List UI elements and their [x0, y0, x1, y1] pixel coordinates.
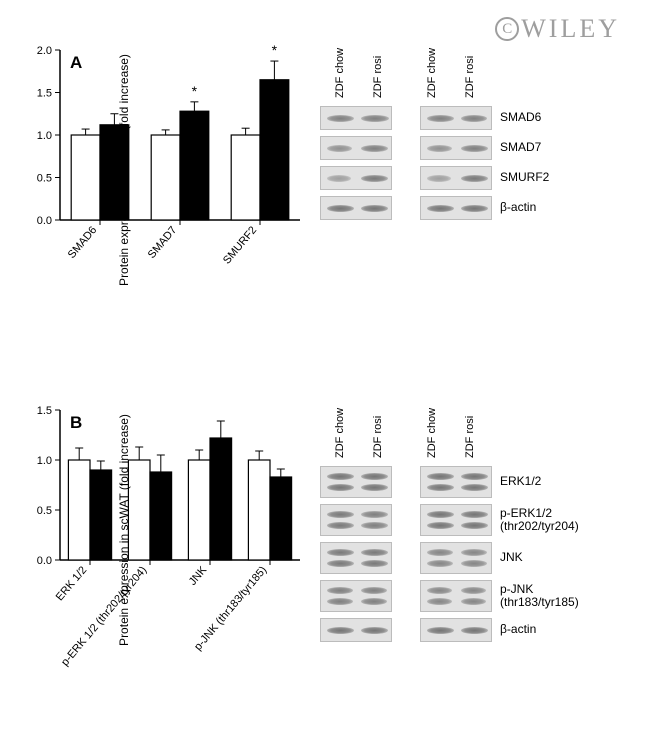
svg-text:1.5: 1.5: [37, 88, 52, 100]
lane-header: ZDF chow: [426, 424, 438, 458]
blot-image: [320, 580, 392, 612]
blot-label: SMAD7: [500, 141, 541, 154]
blot-label: SMURF2: [500, 171, 549, 184]
svg-text:1.5: 1.5: [37, 405, 52, 417]
blot-image: [420, 466, 492, 498]
blot-image: [320, 504, 392, 536]
blot-row: β-actin: [320, 618, 640, 642]
lane-headers-b: ZDF chow ZDF rosi ZDF chow ZDF rosi: [320, 410, 640, 460]
blot-label: ERK1/2: [500, 475, 541, 488]
blot-row: p-ERK1/2(thr202/tyr204): [320, 504, 640, 536]
blot-image: [420, 106, 492, 130]
svg-text:0.5: 0.5: [37, 173, 52, 185]
blot-row: SMAD7: [320, 136, 640, 160]
svg-text:A: A: [70, 53, 82, 72]
blot-image: [320, 618, 392, 642]
lane-header: ZDF chow: [334, 424, 346, 458]
blot-row: SMURF2: [320, 166, 640, 190]
blot-label: JNK: [500, 551, 523, 564]
blot-label: p-JNK(thr183/tyr185): [500, 583, 579, 609]
svg-text:1.0: 1.0: [37, 130, 52, 142]
blot-label: p-ERK1/2(thr202/tyr204): [500, 507, 579, 533]
blot-label: β-actin: [500, 623, 536, 636]
y-axis-label-a: Protein expression in scWAT (fold increa…: [117, 54, 131, 286]
svg-text:0.0: 0.0: [37, 555, 52, 567]
svg-text:B: B: [70, 413, 82, 432]
blot-image: [420, 580, 492, 612]
bar-chart-a: 0.0 0.5 1.0 1.5 2.0 A SMAD6 * SMAD7 * SMURF2: [10, 40, 310, 290]
panel-a: Protein expression in scWAT (fold increa…: [10, 40, 640, 300]
svg-text:SMAD7: SMAD7: [146, 224, 180, 261]
y-axis-label-b: Protein expression in scWAT (fold increa…: [117, 414, 131, 646]
panel-b: Protein expression in scWAT (fold increa…: [10, 400, 640, 660]
blot-row: ERK1/2: [320, 466, 640, 498]
blot-image: [420, 166, 492, 190]
lane-header: ZDF rosi: [464, 64, 476, 98]
lane-header: ZDF rosi: [464, 424, 476, 458]
blot-image: [320, 542, 392, 574]
blot-row: JNK: [320, 542, 640, 574]
svg-text:*: *: [272, 42, 278, 58]
blot-label: SMAD6: [500, 111, 541, 124]
blots-a: ZDF chow ZDF rosi ZDF chow ZDF rosi SMAD6 SM…: [320, 40, 640, 300]
blot-image: [420, 196, 492, 220]
blot-row: SMAD6: [320, 106, 640, 130]
blot-row: β-actin: [320, 196, 640, 220]
blot-image: [320, 466, 392, 498]
blot-label: β-actin: [500, 201, 536, 214]
blot-image: [320, 166, 392, 190]
svg-text:ERK 1/2: ERK 1/2: [54, 564, 90, 603]
svg-text:SMAD6: SMAD6: [66, 224, 100, 261]
blot-row: p-JNK(thr183/tyr185): [320, 580, 640, 612]
copyright-icon: C: [495, 17, 519, 41]
blots-b: ZDF chow ZDF rosi ZDF chow ZDF rosi ERK1/2 p…: [320, 400, 640, 660]
bar-chart-b: 0.00.51.01.5BERK 1/2p-ERK 1/2 (thr202/ty…: [10, 400, 310, 700]
svg-text:*: *: [192, 83, 198, 99]
lane-headers-a: ZDF chow ZDF rosi ZDF chow ZDF rosi: [320, 50, 640, 100]
blot-image: [420, 618, 492, 642]
chart-b: Protein expression in scWAT (fold increa…: [10, 400, 310, 660]
svg-text:1.0: 1.0: [37, 455, 52, 467]
svg-text:0.0: 0.0: [37, 215, 52, 227]
blot-image: [320, 136, 392, 160]
lane-header: ZDF chow: [334, 64, 346, 98]
lane-header: ZDF chow: [426, 64, 438, 98]
chart-a: Protein expression in scWAT (fold increa…: [10, 40, 310, 300]
svg-text:JNK: JNK: [187, 564, 210, 588]
svg-text:2.0: 2.0: [37, 45, 52, 57]
blot-image: [320, 106, 392, 130]
svg-text:0.5: 0.5: [37, 505, 52, 517]
blot-image: [420, 136, 492, 160]
svg-text:SMURF2: SMURF2: [221, 224, 259, 266]
blot-image: [420, 542, 492, 574]
blot-image: [420, 504, 492, 536]
lane-header: ZDF rosi: [372, 424, 384, 458]
blot-image: [320, 196, 392, 220]
lane-header: ZDF rosi: [372, 64, 384, 98]
